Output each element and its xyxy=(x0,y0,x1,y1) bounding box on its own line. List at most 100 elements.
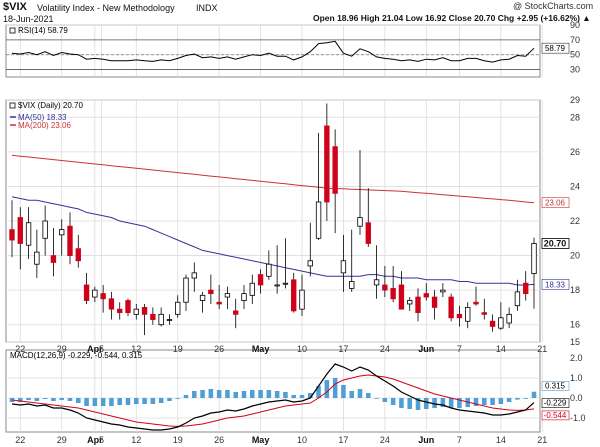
macd-histogram-bar xyxy=(59,398,64,400)
candle-body xyxy=(59,229,65,236)
macd-histogram-bar xyxy=(390,398,396,405)
candle-body xyxy=(340,260,347,274)
candle-body xyxy=(199,294,206,301)
candle-body xyxy=(315,201,322,239)
candle-body xyxy=(34,251,40,265)
macd-histogram-bar xyxy=(274,391,280,398)
candle-body xyxy=(349,281,355,289)
macd-signal-tag-text: -0.544 xyxy=(544,411,567,420)
ma200-line xyxy=(11,154,535,204)
x-tick-label: 10 xyxy=(297,435,307,445)
x-tick-label: 17 xyxy=(338,344,348,354)
candle-body xyxy=(100,293,106,300)
x-tick-label: 22 xyxy=(15,344,25,354)
x-tick-label: May xyxy=(252,435,270,445)
macd-histogram-bar xyxy=(76,398,81,403)
macd-histogram-bar xyxy=(167,398,172,401)
price-tick-label: 29 xyxy=(570,95,580,105)
candle-body xyxy=(50,255,57,263)
x-tick-label: 22 xyxy=(15,435,25,445)
ma200-legend-label: MA(200) 23.06 xyxy=(18,121,71,130)
candle-body xyxy=(415,296,421,314)
candle-body xyxy=(117,308,123,314)
candle-body xyxy=(224,293,231,298)
macd-histogram-bar xyxy=(457,398,462,408)
price-tick-label: 22 xyxy=(570,216,580,226)
rsi-tick-label: 50 xyxy=(570,50,580,60)
rsi-legend-swatch xyxy=(9,27,16,34)
candle-body xyxy=(282,282,289,285)
ohlc-summary: Open 18.96 High 21.04 Low 16.92 Close 20… xyxy=(313,13,591,23)
x-tick-label: Jun xyxy=(418,344,434,354)
macd-hist-tag-text: 0.315 xyxy=(545,382,566,391)
candle-body xyxy=(216,301,222,305)
macd-histogram-bar xyxy=(506,398,512,402)
macd-legend-label: MACD(12,26,9) -0.229, -0.544, 0.315 xyxy=(10,351,143,360)
price-tick-label: 24 xyxy=(570,181,580,191)
x-tick-label: 24 xyxy=(380,344,390,354)
ma50-line xyxy=(11,196,535,286)
macd-histogram-bar xyxy=(26,398,31,400)
candle-body xyxy=(291,279,297,312)
candle-body xyxy=(523,282,529,295)
x-tick-label: 24 xyxy=(380,435,390,445)
copyright-label: @ StockCharts.com xyxy=(513,1,594,11)
x-tick-label: 21 xyxy=(537,344,547,354)
candle-body xyxy=(307,260,313,267)
candle-body xyxy=(431,296,438,308)
macd-tick-label: 1.0 xyxy=(570,373,583,383)
rsi-line xyxy=(11,40,535,63)
x-tick-label: 5 xyxy=(99,435,104,445)
candle-body xyxy=(506,313,512,324)
macd-histogram-bar xyxy=(374,398,379,399)
macd-histogram-bar xyxy=(324,380,330,398)
macd-histogram-bar xyxy=(250,390,255,398)
candle-body xyxy=(365,222,371,244)
macd-histogram-bar xyxy=(225,390,230,398)
macd-histogram-bar xyxy=(473,398,479,406)
candle-body xyxy=(423,293,429,298)
x-tick-label: 26 xyxy=(214,435,224,445)
macd-histogram-bar xyxy=(498,398,504,404)
ma200-value-tag xyxy=(541,197,570,208)
candle-body xyxy=(390,288,396,300)
macd-histogram-bar xyxy=(424,398,429,409)
ma50-value-tag xyxy=(541,279,570,290)
macd-histogram-bar xyxy=(299,395,305,398)
candle-body xyxy=(448,296,454,319)
price-legend-swatch xyxy=(9,102,16,109)
price-legend-label: $VIX (Daily) 20.70 xyxy=(18,101,83,110)
last-price-tag xyxy=(541,238,570,249)
macd-value-tag xyxy=(541,398,570,408)
candle-body xyxy=(9,229,15,241)
candle-body xyxy=(407,300,413,305)
x-tick-label: 5 xyxy=(99,344,104,354)
macd-histogram-bar xyxy=(283,392,288,398)
candle-body xyxy=(481,312,487,315)
macd-histogram-bar xyxy=(415,398,421,410)
macd-histogram-bar xyxy=(34,398,40,401)
macd-histogram-bar xyxy=(150,398,156,404)
x-tick-label: 14 xyxy=(496,435,506,445)
macd-histogram-bar xyxy=(448,398,454,408)
candle-body xyxy=(92,289,98,298)
macd-value-tag-text: -0.229 xyxy=(544,399,567,408)
macd-histogram-bar xyxy=(349,391,354,398)
candle-body xyxy=(108,298,115,310)
rsi-legend-label: RSI(14) 58.79 xyxy=(18,26,68,35)
x-tick-label: 7 xyxy=(457,344,462,354)
x-tick-label: 29 xyxy=(57,344,67,354)
price-tick-label: 20 xyxy=(570,251,580,261)
rsi-value-tag-text: 58.79 xyxy=(545,44,566,53)
candle-body xyxy=(125,300,131,314)
macd-histogram-bar xyxy=(125,398,131,405)
x-tick-label: 7 xyxy=(457,435,462,445)
x-tick-label: 26 xyxy=(214,344,224,354)
macd-histogram-bar xyxy=(84,398,89,406)
candle-body xyxy=(398,284,405,310)
candle-body xyxy=(158,313,164,326)
macd-histogram-bar xyxy=(233,392,238,398)
candle-body xyxy=(332,146,338,194)
candle-body xyxy=(514,291,521,307)
candle-body xyxy=(299,289,305,310)
